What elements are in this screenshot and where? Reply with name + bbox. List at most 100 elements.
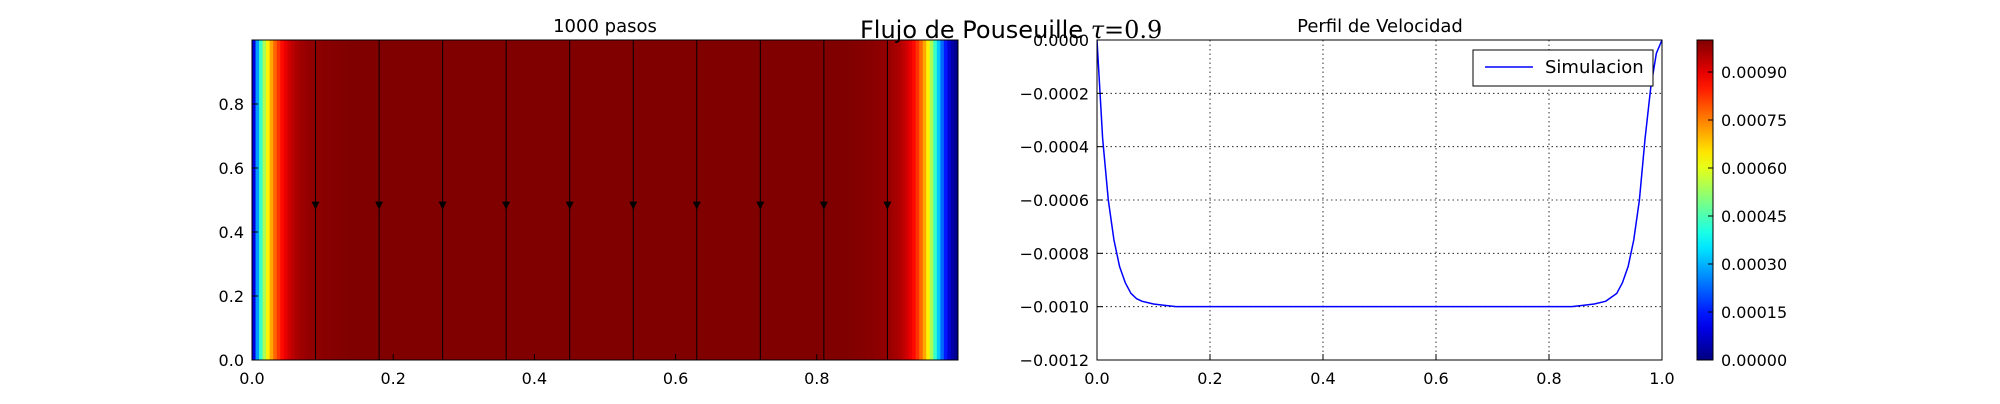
heatmap-cell — [926, 40, 930, 360]
line-x-tick-label: 1.0 — [1649, 369, 1674, 388]
heatmap-cell — [916, 40, 920, 360]
heatmap-cell — [330, 40, 334, 360]
heatmap-cell — [704, 40, 708, 360]
suptitle-tau-value: =0.9 — [1104, 16, 1162, 44]
heatmap-cell — [789, 40, 793, 360]
line-y-tick-label: −0.0004 — [1020, 138, 1089, 157]
heatmap-y-tick-label: 0.8 — [219, 95, 244, 114]
heatmap-cell — [485, 40, 489, 360]
line-y-tick-label: −0.0002 — [1020, 84, 1089, 103]
line-x-tick-label: 0.0 — [1084, 369, 1109, 388]
heatmap-cell — [365, 40, 369, 360]
heatmap-cell — [644, 40, 648, 360]
heatmap-cell — [873, 40, 877, 360]
heatmap-cell — [799, 40, 803, 360]
heatmap-cell — [429, 40, 433, 360]
heatmap-cell — [414, 40, 418, 360]
heatmap-cell — [333, 40, 337, 360]
colorbar-tick-label: 0.00075 — [1721, 111, 1787, 130]
heatmap-cell — [771, 40, 775, 360]
heatmap-cell — [418, 40, 422, 360]
heatmap-cell — [496, 40, 500, 360]
heatmap-cell — [891, 40, 895, 360]
heatmap-cell — [587, 40, 591, 360]
heatmap-cell — [460, 40, 464, 360]
heatmap-cell — [658, 40, 662, 360]
heatmap-cell — [669, 40, 673, 360]
heatmap-cell — [619, 40, 623, 360]
line-x-tick-label: 0.4 — [1310, 369, 1335, 388]
heatmap-cell — [859, 40, 863, 360]
heatmap-cell — [753, 40, 757, 360]
heatmap-cell — [774, 40, 778, 360]
heatmap-cell — [298, 40, 302, 360]
heatmap-cell — [700, 40, 704, 360]
line-y-tick-label: −0.0008 — [1020, 244, 1089, 263]
colorbar-tick-label: 0.00060 — [1721, 159, 1787, 178]
heatmap-cell — [647, 40, 651, 360]
heatmap-cell — [817, 40, 821, 360]
heatmap-cell — [256, 40, 260, 360]
heatmap-cell — [471, 40, 475, 360]
heatmap-cell — [637, 40, 641, 360]
heatmap-cell — [541, 40, 545, 360]
heatmap-cell — [291, 40, 295, 360]
heatmap-cell — [827, 40, 831, 360]
heatmap-cell — [552, 40, 556, 360]
heatmap-y-tick-label: 0.4 — [219, 223, 244, 242]
heatmap-cell — [266, 40, 270, 360]
line-y-tick-label: −0.0006 — [1020, 191, 1089, 210]
heatmap-cell — [792, 40, 796, 360]
heatmap-cell — [513, 40, 517, 360]
heatmap-cell — [372, 40, 376, 360]
heatmap-cell — [725, 40, 729, 360]
heatmap-cell — [527, 40, 531, 360]
heatmap-cell — [591, 40, 595, 360]
heatmap-cell — [308, 40, 312, 360]
suptitle-text: Flujo de Pouseuille — [860, 16, 1083, 44]
heatmap-cell — [782, 40, 786, 360]
heatmap-cell — [746, 40, 750, 360]
line-frame — [1097, 40, 1662, 360]
heatmap-cell — [520, 40, 524, 360]
heatmap-cell — [270, 40, 274, 360]
heatmap-cell — [912, 40, 916, 360]
heatmap-cell — [443, 40, 447, 360]
heatmap-cell — [559, 40, 563, 360]
heatmap-cell — [714, 40, 718, 360]
suptitle-tau-symbol: τ — [1091, 16, 1104, 44]
heatmap-cell — [947, 40, 951, 360]
heatmap-cell — [933, 40, 937, 360]
colorbar-tick-label: 0.00090 — [1721, 63, 1787, 82]
heatmap-x-tick-label: 0.4 — [522, 369, 547, 388]
heatmap-cell — [252, 40, 256, 360]
heatmap-cell — [421, 40, 425, 360]
heatmap-cell — [612, 40, 616, 360]
heatmap-cell — [810, 40, 814, 360]
heatmap-cell — [686, 40, 690, 360]
heatmap-cell — [863, 40, 867, 360]
heatmap-cell — [510, 40, 514, 360]
heatmap-cell — [478, 40, 482, 360]
heatmap-cell — [877, 40, 881, 360]
heatmap-cell — [273, 40, 277, 360]
heatmap-cell — [347, 40, 351, 360]
heatmap-cell — [729, 40, 733, 360]
heatmap-cell — [919, 40, 923, 360]
heatmap-y-tick-label: 0.0 — [219, 351, 244, 370]
heatmap-cell — [407, 40, 411, 360]
heatmap-x-tick-label: 0.6 — [663, 369, 688, 388]
heatmap-cell — [824, 40, 828, 360]
heatmap-cell — [870, 40, 874, 360]
heatmap-cell — [337, 40, 341, 360]
heatmap-cell — [739, 40, 743, 360]
heatmap-cell — [517, 40, 521, 360]
heatmap-cell — [609, 40, 613, 360]
heatmap-cell — [436, 40, 440, 360]
heatmap-cell — [616, 40, 620, 360]
heatmap-cell — [400, 40, 404, 360]
heatmap-cell — [721, 40, 725, 360]
heatmap-cell — [866, 40, 870, 360]
heatmap-cell — [902, 40, 906, 360]
heatmap-cell — [432, 40, 436, 360]
